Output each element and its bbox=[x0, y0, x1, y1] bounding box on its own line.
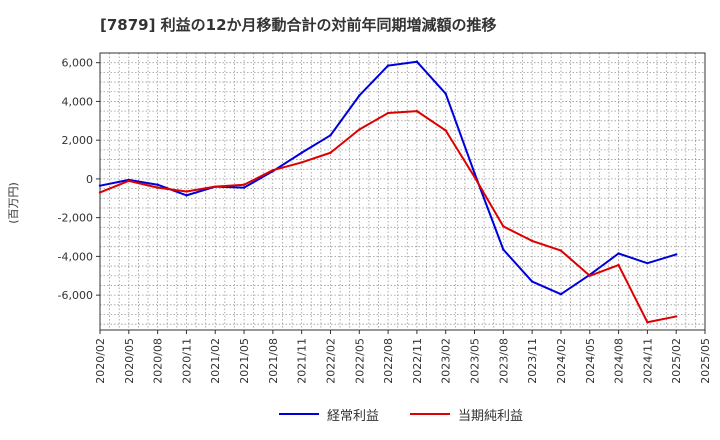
series-1-point bbox=[530, 239, 534, 243]
series-0-point bbox=[415, 60, 419, 63]
y-tick-label: 2,000 bbox=[62, 134, 94, 147]
series-1-point bbox=[415, 109, 419, 113]
x-tick-label: 2024/02 bbox=[555, 338, 568, 384]
series-1-point bbox=[185, 190, 188, 193]
series-0-point bbox=[156, 183, 159, 186]
legend: 経常利益 当期純利益 bbox=[0, 404, 720, 424]
series-1-point bbox=[242, 183, 246, 186]
series-0-point bbox=[358, 94, 361, 97]
series-1-point bbox=[386, 111, 390, 115]
series-line-0 bbox=[99, 60, 677, 296]
series-0-point bbox=[559, 292, 563, 296]
x-tick-label: 2020/02 bbox=[94, 338, 107, 384]
series-1-point bbox=[674, 315, 678, 318]
series-1-point bbox=[98, 191, 102, 194]
series-0-point bbox=[386, 64, 390, 67]
x-tick-label: 2022/05 bbox=[353, 338, 366, 384]
x-tick-label: 2024/05 bbox=[584, 338, 597, 384]
series-1-point bbox=[156, 186, 159, 189]
y-axis-label: (百万円) bbox=[7, 182, 20, 224]
series-1-point bbox=[559, 249, 563, 252]
x-tick-label: 2021/08 bbox=[267, 338, 280, 384]
y-tick-label: 0 bbox=[86, 173, 93, 186]
y-tick-label: 4,000 bbox=[62, 95, 94, 108]
chart-title: [7879] 利益の12か月移動合計の対前年同期増減額の推移 bbox=[100, 16, 497, 34]
x-tick-label: 2023/08 bbox=[497, 338, 510, 384]
series-0-point bbox=[185, 194, 188, 197]
x-tick-label: 2025/02 bbox=[670, 338, 683, 384]
x-tick-label: 2020/08 bbox=[152, 338, 165, 384]
x-tick-label: 2025/05 bbox=[699, 338, 712, 384]
series-0-point bbox=[300, 151, 303, 154]
x-tick-label: 2023/02 bbox=[440, 338, 453, 384]
series-1-point bbox=[444, 129, 447, 132]
series-0-point bbox=[473, 171, 476, 175]
y-tick-label: -4,000 bbox=[58, 250, 93, 263]
legend-label-junri: 当期純利益 bbox=[458, 408, 524, 424]
series-0-point bbox=[242, 186, 246, 189]
series-0-point bbox=[98, 184, 102, 187]
series-1-point bbox=[358, 128, 361, 131]
y-tick-labels: -6,000 -4,000 -2,000 0 2,000 4,000 6,000 bbox=[58, 57, 93, 302]
series-0-point bbox=[444, 92, 447, 95]
x-tick-label: 2023/05 bbox=[469, 338, 482, 384]
x-tick-label: 2021/02 bbox=[209, 338, 222, 384]
series-1-point bbox=[329, 151, 332, 154]
legend-swatch-junri bbox=[410, 413, 450, 415]
y-tick-label: 6,000 bbox=[62, 57, 94, 70]
series-1-point bbox=[646, 321, 649, 324]
series-line-1 bbox=[99, 110, 677, 324]
series-1-point bbox=[473, 175, 476, 179]
series-0-point bbox=[674, 253, 678, 256]
series-0-point bbox=[530, 280, 534, 283]
x-tick-label: 2020/05 bbox=[123, 338, 136, 384]
legend-item-keijo: 経常利益 bbox=[279, 404, 379, 424]
series-1-point bbox=[588, 274, 591, 277]
series-1-point bbox=[617, 263, 620, 267]
series-1-point bbox=[300, 161, 303, 164]
legend-item-junri: 当期純利益 bbox=[410, 404, 523, 424]
legend-label-keijo: 経常利益 bbox=[327, 408, 380, 424]
series-lines bbox=[98, 60, 678, 324]
y-tick-label: -6,000 bbox=[58, 289, 93, 302]
series-1-point bbox=[271, 168, 275, 172]
series-0-point bbox=[329, 134, 332, 137]
series-1-point bbox=[502, 225, 505, 228]
x-tick-label: 2020/11 bbox=[180, 338, 193, 384]
legend-swatch-keijo bbox=[279, 413, 319, 415]
series-0-point bbox=[502, 248, 505, 251]
x-tick-label: 2022/08 bbox=[382, 338, 395, 384]
x-tick-label: 2024/11 bbox=[641, 338, 654, 384]
x-tick-label: 2022/02 bbox=[324, 338, 337, 384]
x-tick-label: 2023/11 bbox=[526, 338, 539, 384]
y-tick-label: -2,000 bbox=[58, 212, 93, 225]
series-1-point bbox=[214, 185, 217, 188]
x-tick-labels: 2020/02 2020/05 2020/08 2020/11 2021/02 2021/… bbox=[94, 338, 712, 384]
x-tick-label: 2022/11 bbox=[411, 338, 424, 384]
series-1-point bbox=[127, 179, 131, 183]
x-tick-label: 2024/08 bbox=[613, 338, 626, 384]
x-tick-label: 2021/05 bbox=[238, 338, 251, 384]
series-0-point bbox=[646, 261, 649, 265]
x-tick-label: 2021/11 bbox=[296, 338, 309, 384]
axes bbox=[96, 52, 706, 334]
series-0-point bbox=[617, 252, 620, 255]
